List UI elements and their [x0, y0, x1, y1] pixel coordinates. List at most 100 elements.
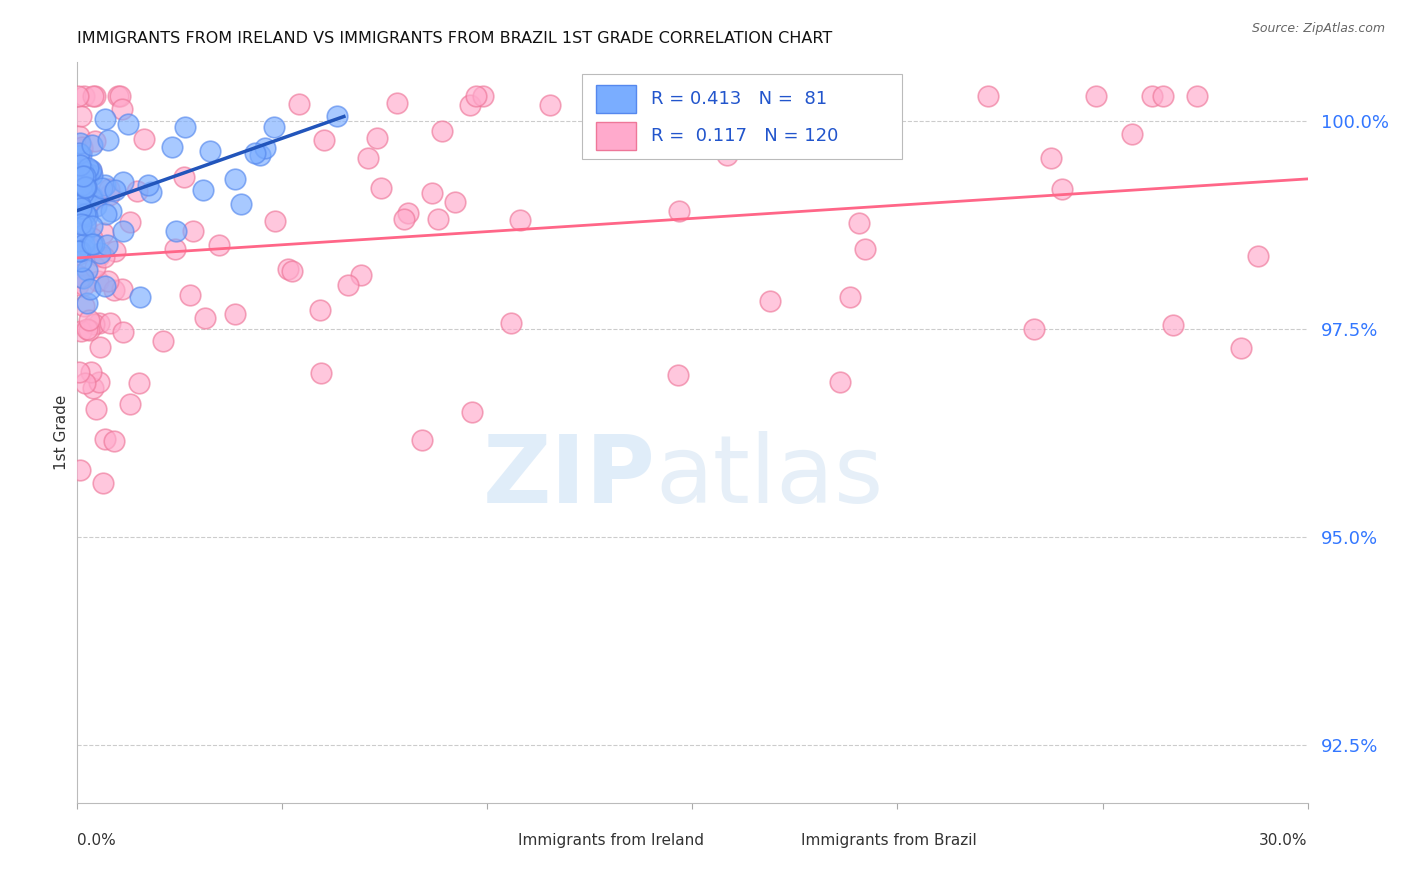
Point [392, 212, 415, 227]
Point [471, 88, 494, 103]
Point [67, 244, 90, 258]
Point [183, 224, 205, 238]
Point [72, 186, 94, 201]
Point [287, 97, 309, 112]
Point [73, 243, 96, 257]
Point [790, 88, 813, 103]
Point [72, 169, 94, 184]
Point [83, 317, 105, 331]
Point [1039, 151, 1062, 165]
Point [839, 289, 862, 303]
Point [70, 147, 93, 161]
Bar [582, 73, 901, 159]
Point [70, 228, 93, 243]
Point [538, 98, 561, 112]
Point [70, 140, 93, 154]
Point [66, 182, 89, 196]
Point [152, 334, 174, 349]
Point [311, 367, 333, 381]
Point [366, 130, 388, 145]
Point [73, 376, 96, 391]
Point [80, 237, 103, 252]
Point [249, 148, 271, 162]
Point [69, 193, 91, 207]
Point [79, 163, 101, 178]
Text: 0.0%: 0.0% [77, 833, 117, 848]
Point [98, 188, 121, 202]
Point [426, 211, 449, 226]
Point [77, 169, 100, 183]
Point [67, 145, 90, 160]
Y-axis label: 1st Grade: 1st Grade [53, 395, 69, 470]
Point [89, 249, 111, 263]
Point [1050, 181, 1073, 195]
Text: IMMIGRANTS FROM IRELAND VS IMMIGRANTS FROM BRAZIL 1ST GRADE CORRELATION CHART: IMMIGRANTS FROM IRELAND VS IMMIGRANTS FR… [77, 31, 832, 46]
Point [173, 169, 195, 184]
Text: ZIP: ZIP [482, 431, 655, 523]
Point [91, 476, 114, 491]
Point [70, 218, 93, 232]
Point [73, 205, 96, 219]
Point [117, 117, 139, 131]
Point [84, 260, 107, 274]
Text: Immigrants from Ireland: Immigrants from Ireland [517, 833, 704, 848]
Point [94, 112, 117, 126]
Point [76, 322, 98, 336]
Point [70, 202, 93, 216]
Point [76, 296, 98, 310]
Point [69, 463, 91, 477]
Point [104, 183, 127, 197]
Point [120, 396, 142, 410]
Point [107, 88, 129, 103]
Point [499, 316, 522, 330]
Point [93, 250, 115, 264]
Point [420, 186, 443, 200]
Point [110, 88, 132, 103]
Point [80, 163, 103, 178]
Point [80, 168, 103, 182]
Point [67, 200, 90, 214]
Point [396, 206, 419, 220]
Point [263, 214, 285, 228]
Point [231, 197, 253, 211]
Point [465, 88, 488, 103]
Text: Source: ZipAtlas.com: Source: ZipAtlas.com [1251, 22, 1385, 36]
Point [120, 214, 142, 228]
Text: Immigrants from Brazil: Immigrants from Brazil [801, 833, 977, 848]
Point [104, 244, 127, 258]
Point [72, 270, 94, 285]
Point [94, 433, 117, 447]
Point [83, 192, 105, 206]
Point [758, 293, 780, 308]
Point [357, 151, 380, 165]
Point [70, 163, 93, 178]
Point [132, 132, 155, 146]
FancyBboxPatch shape [596, 121, 636, 150]
Point [73, 218, 96, 232]
Point [336, 277, 359, 292]
Point [69, 243, 91, 257]
Point [325, 109, 347, 123]
Point [716, 148, 738, 162]
Point [70, 198, 93, 212]
FancyBboxPatch shape [596, 85, 636, 112]
Point [69, 211, 91, 226]
Point [263, 120, 285, 135]
Point [70, 253, 93, 268]
Point [103, 434, 125, 448]
Point [82, 138, 104, 153]
Point [73, 227, 96, 242]
Point [83, 237, 105, 252]
Point [67, 235, 90, 249]
Point [243, 146, 266, 161]
Point [84, 402, 107, 417]
Point [70, 178, 93, 192]
Point [66, 88, 89, 103]
Point [277, 262, 299, 277]
Point [72, 164, 94, 178]
Point [830, 375, 852, 389]
Point [69, 244, 91, 259]
Point [77, 161, 100, 176]
Point [80, 163, 103, 178]
Point [82, 189, 104, 203]
